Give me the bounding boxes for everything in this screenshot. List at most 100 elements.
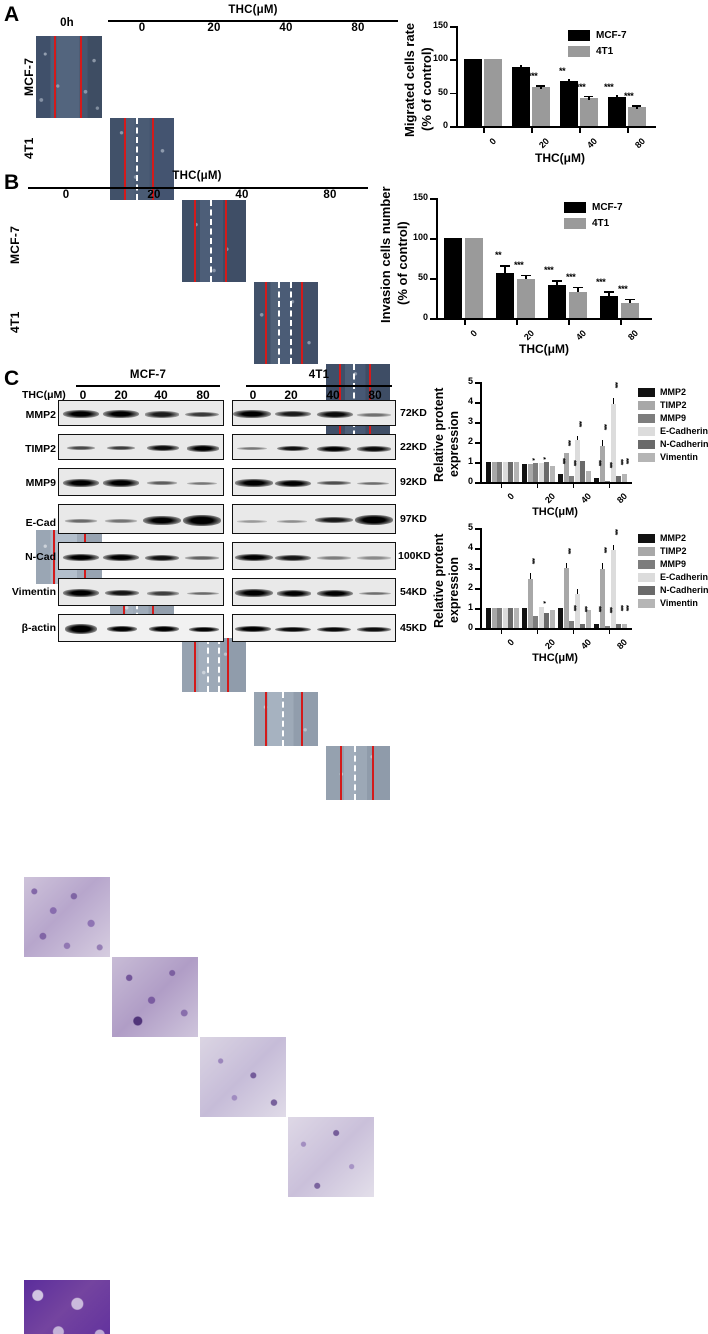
blot-band: [67, 446, 95, 450]
panel-c-chart2-yaxis: [480, 528, 482, 629]
panel-c-chart1-yticklabel-2: 2: [467, 436, 473, 446]
panel-a-timepoint-label: 0h: [60, 17, 74, 29]
panel-c-blot-4t1-vimentin: [232, 578, 396, 606]
panel-c-chart2-legend-label-timp2: TIMP2: [660, 546, 687, 556]
panel-a-err-4t1-80: [636, 105, 638, 110]
panel-c-chart1-bar-mmp9-80: [605, 480, 610, 482]
panel-a-ytick: [450, 92, 457, 95]
panel-c-chart1-stars-ecad-20: *: [539, 457, 546, 459]
panel-b-treatment-header: THC(μM): [172, 170, 222, 182]
panel-c-blot-mcf7-mmp2: [58, 400, 224, 426]
panel-a-bar-mcf7-20: [512, 67, 530, 126]
panel-a-red-boundary-right: [372, 746, 374, 800]
panel-a-tile-4t1-dose40: [254, 692, 318, 746]
panel-c-chart2-bar-vim-20: [549, 610, 555, 628]
panel-a-red-boundary-left: [340, 746, 342, 800]
blot-band: [185, 411, 219, 417]
panel-b-legend-label-4t1: 4T1: [592, 218, 610, 229]
panel-c-chart2-err-timp2-40: [565, 563, 568, 568]
blot-band: [63, 479, 99, 487]
panel-c-chart2-bar-mmp9-40: [569, 621, 574, 628]
blot-band: [317, 445, 351, 452]
panel-b-bar-mcf7-40: [548, 285, 566, 318]
panel-c-chart2-ytick: [475, 548, 481, 550]
blot-band: [315, 517, 353, 523]
panel-a-err-4t1-40: [588, 96, 590, 100]
panel-c-chart2-legend-label-mmp2: MMP2: [660, 533, 687, 543]
panel-a-dose-0: 0: [138, 22, 146, 34]
panel-b-letter: B: [4, 171, 20, 194]
panel-b-bar-mcf7-80: [600, 296, 618, 318]
panel-c-chart1-bar-timp2-40: [563, 453, 569, 482]
panel-a-xaxis: [456, 126, 656, 128]
panel-a-xtick: [627, 128, 629, 133]
panel-a-tile-mcf7-0h: [36, 36, 102, 118]
panel-c-letter: C: [4, 367, 20, 390]
panel-a-tile-mcf7-dose40: [254, 282, 318, 364]
panel-c-chart1-ytick: [475, 482, 481, 484]
panel-c-chart1-ytick: [475, 462, 481, 464]
panel-a-red-boundary-right: [152, 584, 154, 638]
panel-c-chart1-bar-ecad-0: [502, 462, 508, 482]
tile-texture: [110, 118, 174, 200]
panel-c-chart1-bar-ecad-40: [574, 439, 580, 482]
panel-c-blot-4t1-ecad: [232, 504, 396, 534]
panel-c-chart2-xticklabel-40: 40: [578, 637, 594, 652]
panel-c-chart2-yticklabel-5: 5: [467, 522, 473, 532]
panel-b-xticklabel-0: 0: [468, 328, 480, 339]
panel-c-chart2-stars-timp2-40: ***: [564, 548, 571, 554]
blot-band: [105, 519, 137, 523]
panel-c-chart2-xticklabel-0: 0: [505, 637, 517, 648]
tile-texture: [182, 638, 246, 692]
panel-a-dashed-front: [282, 692, 284, 746]
panel-c-chart2-bar-ecad-0: [502, 608, 508, 628]
tile-texture: [254, 692, 318, 746]
blot-band: [317, 556, 351, 560]
panel-c-chart2-xtick: [501, 630, 503, 634]
blot-band: [65, 624, 97, 634]
panel-c-chart2-stars-ncad-40: ***: [580, 606, 588, 612]
tile-texture: [182, 200, 246, 282]
panel-c-chart2-legend-swatch-ecad: [638, 573, 655, 582]
panel-a-stars-mcf7-40: **: [559, 66, 566, 76]
panel-c-chart2-bar-mmp2-80: [594, 624, 599, 628]
panel-a-red-boundary-right: [227, 638, 229, 692]
panel-c-chart1-legend-swatch-vim: [638, 453, 655, 462]
panel-c-chart1-ytick: [475, 422, 481, 424]
blot-band: [103, 554, 139, 561]
panel-b-xticklabel-40: 40: [573, 328, 589, 343]
panel-c-chart1-stars-timp2-40: ***: [564, 440, 571, 446]
blot-band: [355, 515, 393, 525]
panel-c-chart1-xtick: [573, 484, 575, 488]
panel-c-chart1-bar-timp2-20: [527, 464, 533, 482]
panel-c-blot-4t1-mmp9: [232, 468, 396, 496]
blot-band: [277, 445, 309, 451]
panel-c-chart1-yaxis: [480, 382, 482, 483]
panel-a-legend-label-4t1: 4T1: [596, 46, 614, 57]
panel-a-ytick: [450, 59, 457, 61]
panel-c-chart1-legend-swatch-timp2: [638, 401, 655, 410]
panel-a-xticklabel-0: 0: [487, 136, 499, 147]
tile-texture: [24, 877, 110, 957]
panel-c-chart1-bar-mmp9-0: [497, 462, 502, 482]
blot-band: [105, 590, 139, 596]
panel-b-dose-40: 40: [235, 189, 249, 201]
panel-b-legend-swatch-mcf7: [564, 202, 586, 213]
panel-c-protein-label-ecad: E-Cad: [25, 517, 56, 529]
blot-band: [187, 481, 217, 485]
blot-band: [237, 447, 267, 450]
panel-a-dose-20: 20: [207, 22, 221, 34]
panel-c-chart2-stars-ecad-20: *: [539, 601, 546, 603]
panel-b-dose-0: 0: [62, 189, 70, 201]
panel-c-chart1-bar-mmp2-20: [522, 464, 527, 482]
panel-c-chart2-err-ecad-40: [576, 589, 579, 595]
tile-texture: [288, 1117, 374, 1197]
panel-c-mcf7-dose-0: 0: [79, 388, 87, 402]
blot-band: [145, 554, 179, 561]
panel-c-4t1-dose-40: 40: [326, 388, 340, 402]
panel-b-tile-mcf7-dose20: [112, 957, 198, 1037]
panel-c-chart1-err-ecad-80: [612, 398, 615, 404]
panel-c-chart1-legend-label-mmp2: MMP2: [660, 387, 687, 397]
panel-c-chart2-yticklabel-4: 4: [467, 542, 473, 552]
panel-c-chart1-xaxis: [480, 482, 632, 484]
